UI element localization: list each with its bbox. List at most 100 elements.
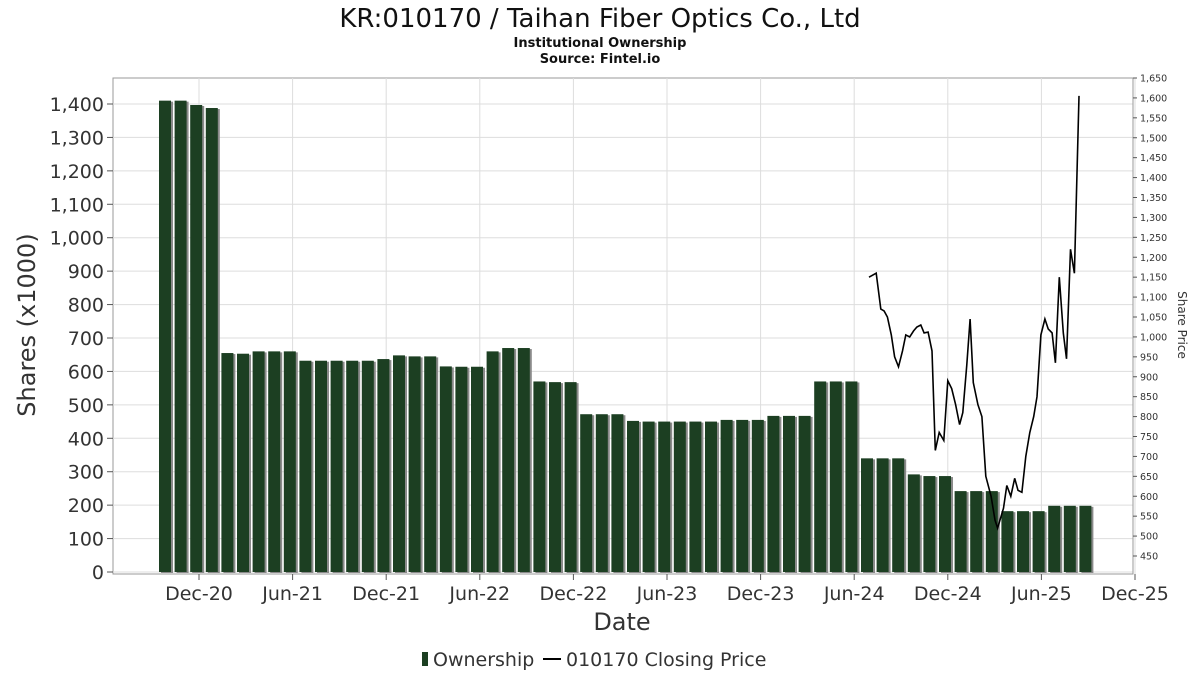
y2-tick-label: 500 <box>1140 532 1158 543</box>
y2-tick-label: 1,550 <box>1140 113 1167 124</box>
ownership-bar <box>892 458 905 572</box>
ownership-bar <box>1079 505 1092 572</box>
x-tick-label: Jun-25 <box>1010 583 1072 605</box>
y2-tick-label: 1,400 <box>1140 173 1167 184</box>
ownership-bar <box>689 421 702 572</box>
y-tick-label: 500 <box>68 395 104 417</box>
ownership-bar <box>783 415 795 572</box>
y-tick-label: 1,400 <box>50 94 104 116</box>
y2-tick-label: 800 <box>1140 412 1158 423</box>
ownership-bar <box>954 491 967 572</box>
x-axis-ticks: Dec-20 Jun-21 Dec-21 Jun-22 Dec-22 Jun-23 Dec-… <box>165 574 1169 605</box>
y-tick-label: 800 <box>68 295 104 317</box>
y2-tick-label: 1,150 <box>1140 273 1167 284</box>
y2-tick-label: 600 <box>1140 492 1158 503</box>
y2-tick-label: 1,650 <box>1140 74 1167 85</box>
ownership-bar <box>393 355 405 572</box>
y-tick-label: 900 <box>68 261 104 283</box>
price-line <box>868 95 1080 531</box>
x-tick-label: Dec-21 <box>352 583 420 605</box>
ownership-bar <box>627 420 639 572</box>
x-tick-label: Jun-24 <box>823 583 885 605</box>
y2-tick-label: 700 <box>1140 452 1158 463</box>
ownership-bar <box>502 348 515 572</box>
ownership-bar <box>330 360 343 572</box>
ownership-bar <box>751 419 764 572</box>
ownership-bar <box>299 360 312 572</box>
chart-title: KR:010170 / Taihan Fiber Optics Co., Ltd <box>339 4 860 34</box>
chart-source: Source: Fintel.io <box>540 52 661 67</box>
ownership-bar <box>361 360 374 572</box>
x-tick-label: Jun-23 <box>636 583 698 605</box>
y2-tick-label: 900 <box>1140 372 1158 383</box>
ownership-bar <box>549 382 561 572</box>
ownership-bar <box>1017 511 1029 572</box>
y2-tick-label: 1,300 <box>1140 213 1167 224</box>
ownership-bar <box>595 414 608 572</box>
y2-tick-label: 550 <box>1140 512 1158 523</box>
ownership-bars <box>159 100 1094 574</box>
y-tick-label: 400 <box>68 428 104 450</box>
y-axis-label: Shares (x1000) <box>13 233 41 416</box>
y2-tick-label: 1,450 <box>1140 153 1167 164</box>
y-tick-label: 1,000 <box>50 228 104 250</box>
ownership-bar <box>221 353 234 572</box>
ownership-bar <box>174 100 187 573</box>
y-tick-label: 1,100 <box>50 194 104 216</box>
ownership-bar <box>829 381 842 572</box>
y2-axis-ticks: 450 500 550 600 650 700 750 800 850 900 950 1,000 1,… <box>1132 74 1167 574</box>
y2-tick-label: 1,000 <box>1140 332 1167 343</box>
ownership-bar <box>190 105 203 572</box>
x-tick-label: Dec-22 <box>539 583 607 605</box>
y2-tick-label: 1,500 <box>1140 133 1167 144</box>
legend-price-label: 010170 Closing Price <box>566 649 766 671</box>
x-tick-label: Jun-21 <box>261 583 323 605</box>
ownership-bar <box>486 351 499 572</box>
y-tick-label: 0 <box>92 562 104 584</box>
x-tick-label: Dec-20 <box>165 583 233 605</box>
y-axis-ticks: 0 100 200 300 400 500 600 700 800 900 1,000 1,100 1,… <box>50 94 113 584</box>
x-tick-label: Dec-24 <box>914 583 982 605</box>
ownership-bar <box>1001 511 1014 572</box>
ownership-bar <box>517 348 530 572</box>
ownership-bar <box>564 382 577 572</box>
x-tick-label: Dec-25 <box>1101 583 1169 605</box>
y2-tick-label: 1,200 <box>1140 253 1167 264</box>
ownership-bar <box>424 356 437 572</box>
y-tick-label: 600 <box>68 361 104 383</box>
ownership-bar <box>252 351 265 572</box>
ownership-bar <box>377 359 390 572</box>
ownership-bar <box>798 415 811 572</box>
ownership-bar <box>283 351 296 572</box>
ownership-bar <box>346 360 359 572</box>
legend-ownership-swatch <box>422 652 428 666</box>
ownership-bar <box>736 419 749 572</box>
ownership-bar <box>268 351 281 572</box>
chart-subtitle: Institutional Ownership <box>514 36 687 51</box>
ownership-bar <box>533 381 546 572</box>
ownership-bar <box>814 381 827 572</box>
ownership-bar <box>673 421 686 572</box>
legend-ownership-label: Ownership <box>433 649 534 671</box>
ownership-bar <box>1063 505 1076 572</box>
ownership-bar <box>1032 511 1045 572</box>
ownership-bar <box>861 458 873 572</box>
y-tick-label: 1,300 <box>50 127 104 149</box>
price-line-group <box>868 95 1080 531</box>
ownership-bar <box>315 360 327 572</box>
ownership-bar <box>439 366 452 572</box>
ownership-bar <box>923 476 936 572</box>
y2-tick-label: 750 <box>1140 432 1158 443</box>
y2-tick-label: 1,050 <box>1140 313 1167 324</box>
legend: Ownership 010170 Closing Price <box>422 649 766 671</box>
ownership-bar <box>205 108 218 573</box>
ownership-bar <box>658 421 671 572</box>
y2-tick-label: 850 <box>1140 392 1158 403</box>
y-tick-label: 1,200 <box>50 161 104 183</box>
ownership-bar <box>471 366 483 572</box>
y2-tick-label: 1,600 <box>1140 93 1167 104</box>
y2-tick-label: 1,100 <box>1140 293 1167 304</box>
ownership-bar <box>845 381 858 572</box>
